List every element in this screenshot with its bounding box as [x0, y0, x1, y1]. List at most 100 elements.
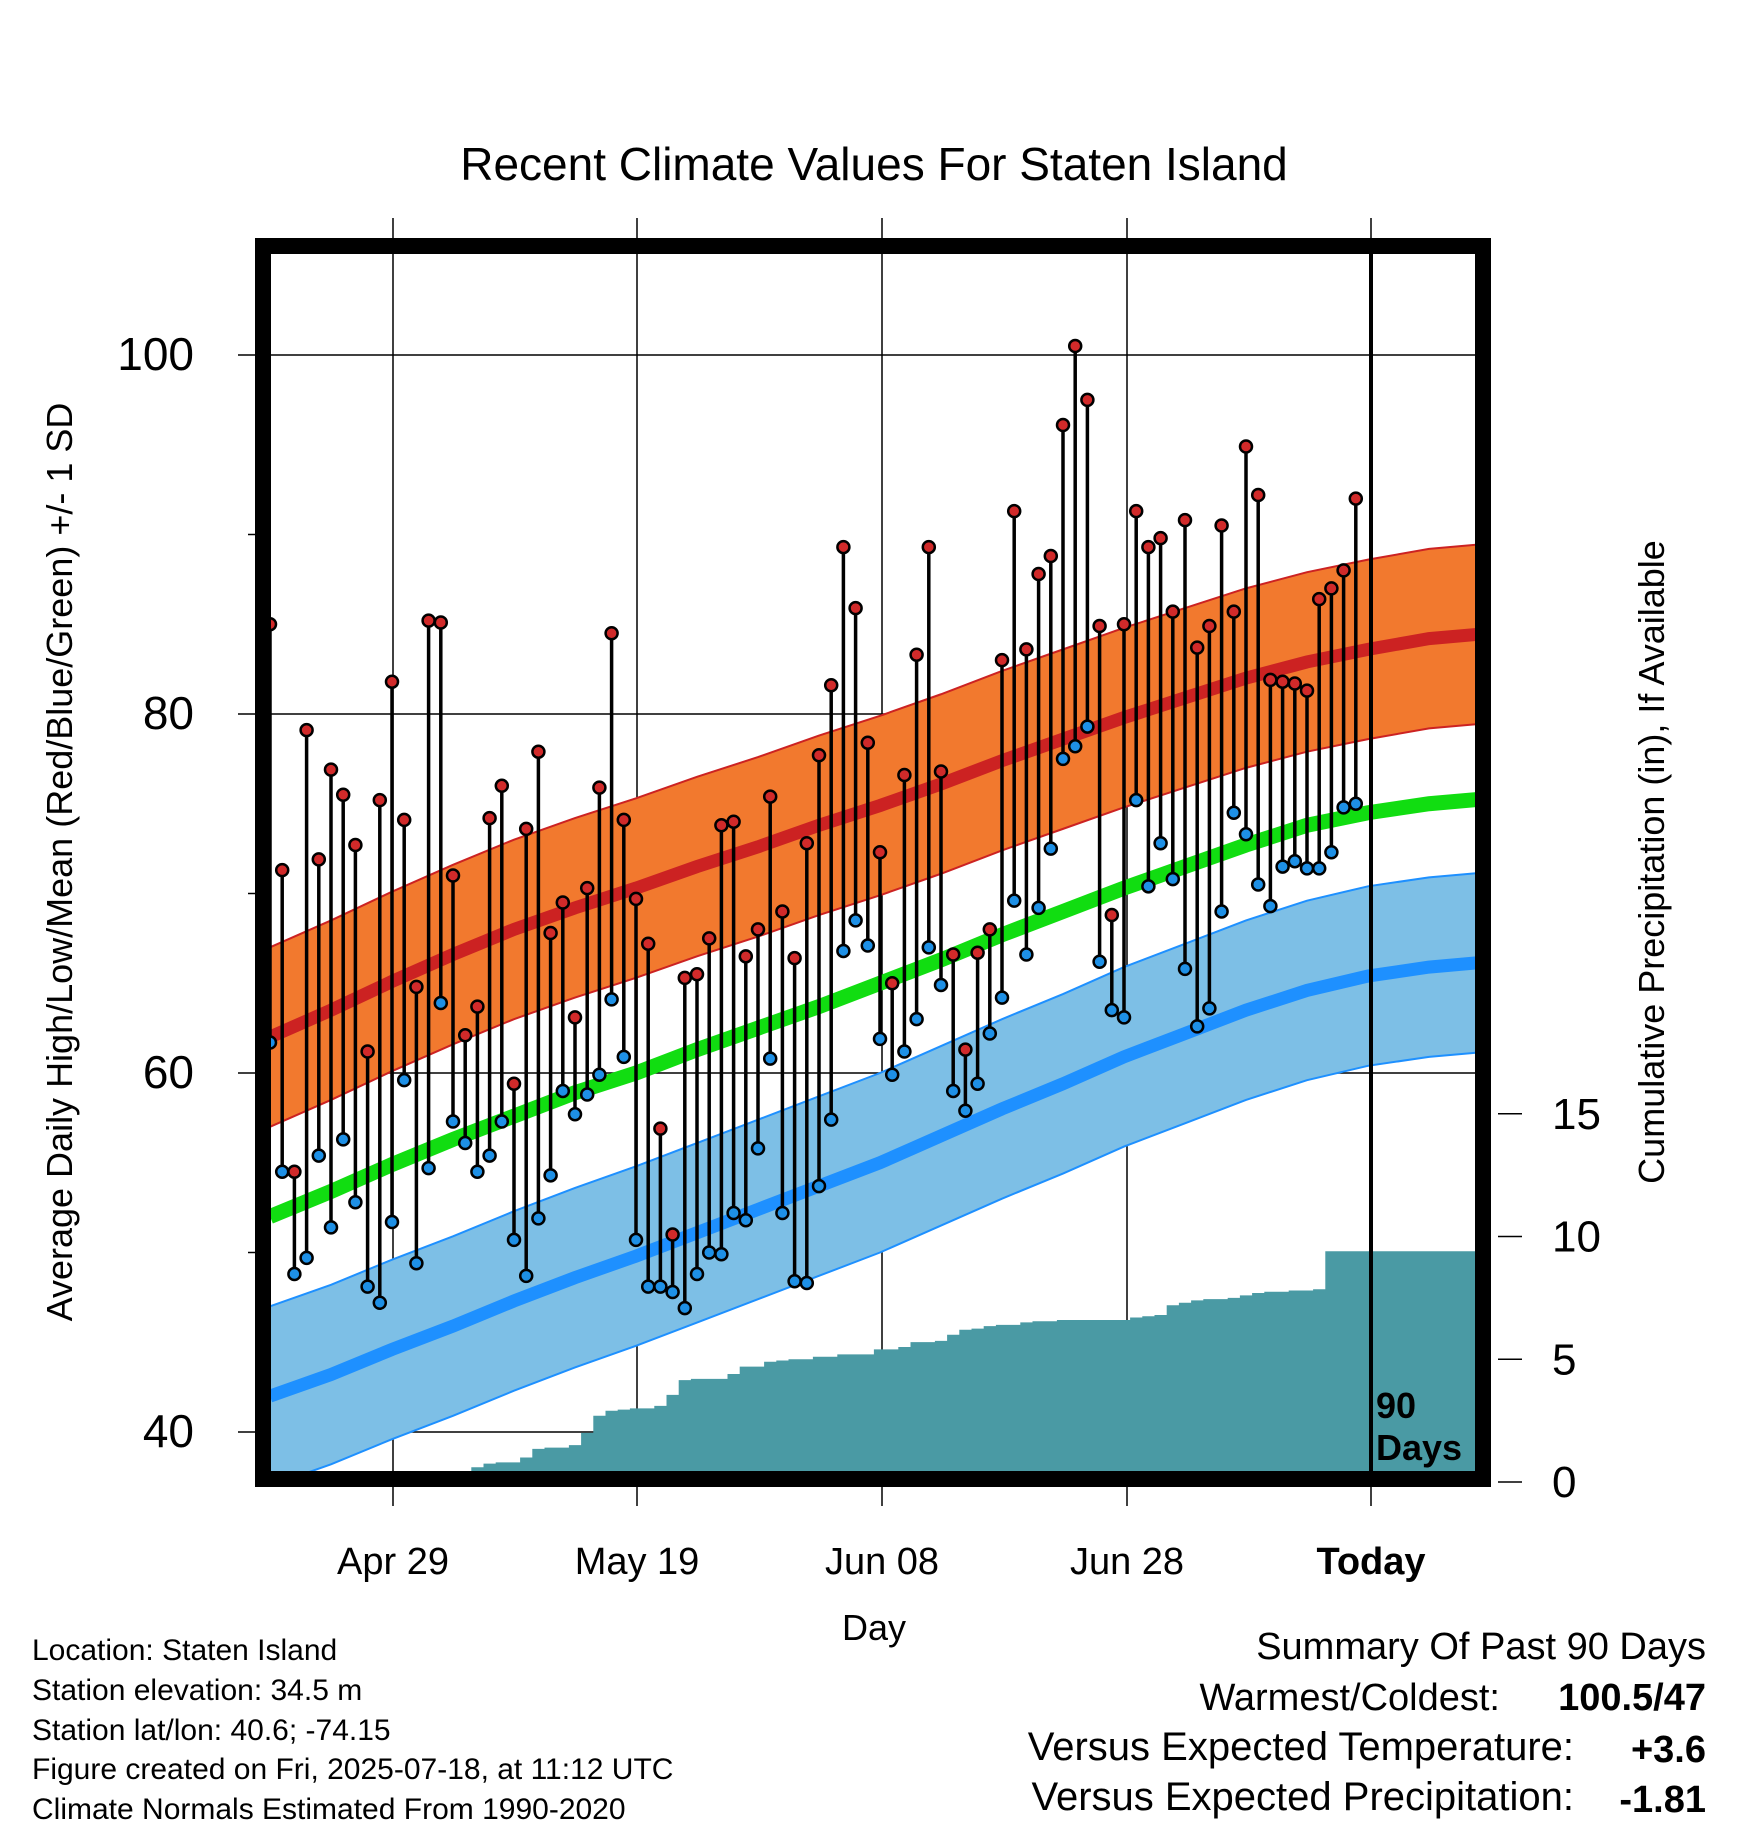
daily-high-point — [506, 1076, 522, 1092]
daily-low-point — [1104, 1002, 1120, 1018]
daily-low-point — [970, 1076, 985, 1092]
daily-high-point — [1299, 683, 1315, 698]
daily-high-point — [579, 880, 595, 896]
precip-series — [263, 1251, 1483, 1479]
daily-low-point — [1006, 893, 1022, 908]
daily-high-point — [1189, 640, 1205, 655]
daily-low-point — [1141, 879, 1156, 894]
daily-low-point — [994, 990, 1010, 1005]
daily-high-point — [543, 925, 558, 941]
created-text: Figure created on Fri, 2025-07-18, at 11… — [32, 1753, 673, 1786]
warm-cold-label: Warmest/Coldest: — [1199, 1677, 1500, 1719]
x-tick-label: Apr 29 — [337, 1541, 449, 1583]
daily-low-point — [1287, 853, 1303, 869]
daily-high-point — [299, 722, 314, 738]
y2-axis-ticks: 0 5 10 15 — [1498, 1090, 1601, 1507]
daily-low-point — [665, 1284, 680, 1300]
daily-high-point — [494, 778, 510, 794]
daily-low-point — [677, 1300, 693, 1316]
daily-low-point — [726, 1205, 741, 1221]
daily-high-point — [1202, 618, 1217, 634]
daily-high-point — [616, 812, 632, 828]
daily-high-point — [1214, 518, 1229, 533]
y-axis-ticks: 40 60 80 100 — [117, 328, 263, 1457]
daily-low-point — [274, 1164, 290, 1179]
daily-low-point — [958, 1103, 973, 1118]
daily-low-point — [396, 1072, 412, 1088]
daily-high-point — [1031, 566, 1046, 582]
daily-high-point — [531, 744, 546, 759]
daily-low-point — [323, 1220, 339, 1235]
daily-low-point — [909, 1011, 924, 1027]
y-tick-label: 100 — [117, 328, 194, 380]
daily-high-point — [872, 844, 888, 860]
daily-low-point — [1214, 904, 1229, 919]
today-label-days-count: 90 — [1376, 1385, 1416, 1426]
low-band-upper-edge — [269, 871, 1483, 1308]
temp-label: Versus Expected Temperature: — [1028, 1725, 1574, 1769]
daily-high-point — [933, 764, 949, 779]
daily-low-point — [494, 1114, 510, 1129]
daily-low-point — [848, 913, 863, 928]
daily-low-point — [1324, 844, 1339, 860]
daily-high-point — [592, 780, 607, 795]
temp-value: +3.6 — [1631, 1729, 1706, 1771]
daily-low-point — [1080, 719, 1095, 734]
location-text: Location: Staten Island — [32, 1634, 337, 1667]
daily-high-point — [884, 976, 900, 991]
daily-low-point — [1226, 805, 1242, 820]
daily-high-point — [1177, 512, 1193, 528]
daily-low-point — [531, 1211, 546, 1226]
daily-low-point — [1031, 900, 1046, 916]
daily-high-point — [1006, 503, 1022, 519]
normal-low-line — [267, 955, 1483, 1403]
latlon-text: Station lat/lon: 40.6; -74.15 — [32, 1714, 391, 1747]
daily-high-point — [1287, 676, 1303, 691]
x-tick-label: May 19 — [575, 1541, 700, 1583]
daily-low-point — [592, 1067, 607, 1083]
daily-high-point — [372, 792, 388, 808]
daily-low-point — [1189, 1019, 1205, 1034]
daily-high-point — [787, 950, 802, 966]
y2-axis-label: Cumulative Precipitation (in), If Availa… — [1631, 540, 1672, 1184]
daily-high-point — [897, 767, 912, 783]
daily-high-point — [958, 1042, 973, 1057]
daily-high-point — [750, 922, 766, 937]
high-sd-band — [270, 544, 1483, 1127]
daily-high-point — [1153, 530, 1168, 546]
daily-high-point — [726, 814, 741, 829]
daily-high-point — [433, 615, 449, 630]
daily-high-point — [982, 922, 998, 937]
precip-label: Versus Expected Precipitation: — [1031, 1775, 1574, 1819]
daily-low-point — [1250, 877, 1266, 892]
daily-high-point — [945, 947, 961, 962]
daily-high-point — [1336, 563, 1351, 578]
daily-high-point — [775, 904, 790, 919]
daily-low-point — [1019, 947, 1034, 962]
daily-low-point — [1177, 961, 1193, 977]
daily-high-point — [1116, 617, 1132, 632]
daily-low-point — [1336, 800, 1351, 815]
y2-tick-label: 0 — [1552, 1458, 1576, 1507]
daily-high-point — [860, 735, 876, 750]
daily-low-point — [1311, 861, 1327, 876]
daily-low-point — [982, 1026, 998, 1041]
daily-high-point — [274, 862, 290, 878]
daily-high-point — [1141, 539, 1156, 555]
y-tick-label: 60 — [143, 1046, 194, 1098]
daily-high-point — [1067, 338, 1083, 354]
daily-low-point — [787, 1273, 802, 1289]
daily-high-point — [823, 678, 839, 693]
daily-high-point — [1226, 604, 1242, 619]
daily-high-point — [714, 818, 729, 833]
daily-high-point — [1263, 672, 1278, 688]
daily-low-point — [567, 1107, 583, 1122]
daily-low-point — [543, 1168, 558, 1183]
daily-low-point — [555, 1083, 571, 1099]
x-tick-label: Jun 08 — [825, 1541, 939, 1583]
daily-low-point — [421, 1160, 436, 1176]
daily-low-point — [701, 1245, 717, 1260]
y-axis-label: Average Daily High/Low/Mean (Red/Blue/Gr… — [39, 403, 80, 1322]
daily-low-point — [604, 992, 619, 1007]
y-tick-label: 40 — [143, 1405, 194, 1457]
